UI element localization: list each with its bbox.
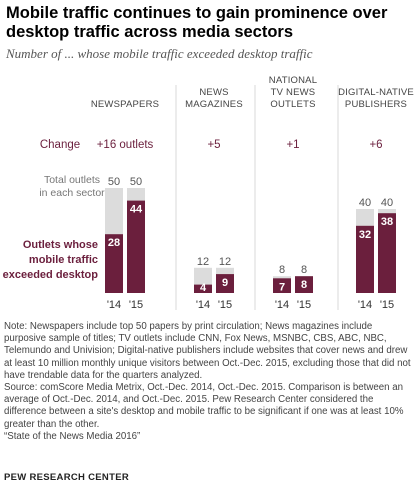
mobile-value-label: 38 [381, 216, 393, 228]
total-value-label: 50 [130, 176, 142, 188]
report-name: “State of the News Media 2016” [4, 430, 141, 442]
year-tick-label: '15 [380, 299, 394, 311]
mobile-value-label: 4 [200, 282, 207, 294]
footer-pew: PEW RESEARCH CENTER [4, 472, 129, 483]
year-tick-label: '15 [218, 299, 232, 311]
mobile-bar [295, 276, 313, 293]
year-tick-label: '14 [358, 299, 372, 311]
total-value-label: 12 [197, 256, 209, 268]
year-tick-label: '15 [129, 299, 143, 311]
mobile-value-label: 7 [279, 281, 285, 293]
sector-header: PUBLISHERS [345, 99, 407, 110]
year-tick-label: '15 [297, 299, 311, 311]
total-value-label: 40 [359, 197, 371, 209]
chart-title: Mobile traffic continues to gain promine… [6, 4, 388, 41]
mobile-bar [194, 284, 212, 293]
mobile-outlets-label: mobile traffic [29, 254, 98, 266]
total-value-label: 50 [108, 176, 120, 188]
total-outlets-label: Total outlets [44, 174, 100, 186]
mobile-value-label: 28 [108, 237, 120, 249]
sector-header: MAGAZINES [185, 99, 243, 110]
year-tick-label: '14 [107, 299, 121, 311]
mobile-value-label: 32 [359, 229, 371, 241]
year-tick-label: '14 [196, 299, 210, 311]
mobile-outlets-label: exceeded desktop [3, 269, 99, 281]
mobile-value-label: 9 [222, 277, 228, 289]
notes-block: Note: Newspapers include top 50 papers b… [4, 321, 416, 443]
total-value-label: 40 [381, 197, 393, 209]
total-value-label: 8 [279, 264, 285, 276]
mobile-bar [105, 234, 123, 293]
mobile-value-label: 44 [130, 204, 143, 216]
total-value-label: 8 [301, 264, 307, 276]
mobile-bar [273, 278, 291, 293]
change-row-label: Change [40, 139, 80, 151]
mobile-bar [356, 225, 374, 293]
total-value-label: 12 [219, 256, 231, 268]
source-text: Source: comScore Media Metrix, Oct.-Dec.… [4, 382, 404, 430]
year-tick-label: '14 [275, 299, 289, 311]
change-value: +5 [207, 139, 220, 151]
note-text: Note: Newspapers include top 50 papers b… [4, 321, 411, 381]
mobile-value-label: 8 [301, 279, 307, 291]
mobile-outlets-label: Outlets whose [23, 239, 98, 251]
mobile-bar [216, 274, 234, 293]
mobile-bar [378, 213, 396, 293]
change-value: +6 [369, 139, 382, 151]
sector-header: TV NEWS [271, 87, 316, 98]
change-value: +1 [286, 139, 299, 151]
total-outlets-label: in each sector [39, 187, 105, 199]
change-value: +16 outlets [97, 139, 154, 151]
sector-header: NEWSPAPERS [91, 99, 159, 110]
mobile-bar [127, 200, 145, 293]
sector-header: NATIONAL [269, 75, 317, 86]
sector-header: NEWS [199, 87, 228, 98]
chart-subtitle: Number of ... whose mobile traffic excee… [6, 46, 313, 61]
sector-header: DIGITAL-NATIVE [338, 87, 414, 98]
sector-header: OUTLETS [270, 99, 315, 110]
